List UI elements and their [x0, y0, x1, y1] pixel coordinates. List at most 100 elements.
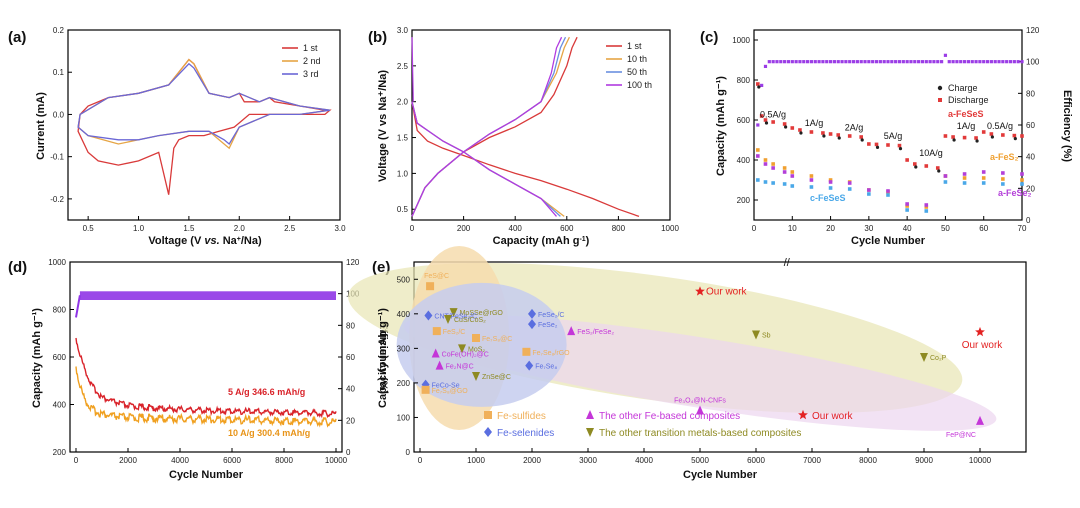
c-point-2 [771, 181, 775, 185]
c-series-label: c-FeSeS [810, 193, 846, 203]
panel-a-ylabel: Current (mA) [35, 92, 47, 160]
c-point-1 [828, 178, 833, 182]
d-ytick-label: 1000 [48, 258, 66, 267]
c-eff-point [871, 60, 875, 64]
a-series-1 [77, 58, 332, 195]
c-eff-point [940, 60, 944, 64]
c-eff-point [779, 60, 783, 64]
e-legend-marker [586, 410, 594, 419]
c-series-label: a-FeSe₂ [998, 188, 1032, 198]
c-eff-point [786, 60, 791, 64]
e-point [976, 415, 984, 425]
c-y2tick-label: 40 [1026, 153, 1035, 162]
e-point-label: Fe₇Se₈ [535, 364, 557, 371]
c-charge-point [799, 131, 803, 135]
d-xtick-label: 4000 [171, 456, 189, 465]
c-point-1 [905, 204, 909, 208]
c-eff-point [1020, 60, 1024, 64]
a-legend-label: 3 rd [303, 69, 319, 79]
d-y2tick-label: 20 [346, 416, 355, 425]
e-xtick-label: 5000 [691, 456, 709, 465]
c-point-0 [759, 114, 764, 118]
panel-a-label: (a) [8, 29, 26, 46]
e-point-label: FeSe₂/C [538, 312, 564, 319]
c-eff-point [859, 60, 863, 64]
panel-c-ylabel-left: Capacity (mAh g⁻¹) [715, 76, 727, 176]
c-eff-point [840, 60, 844, 64]
e-point-label: Fe₂N@C [446, 364, 474, 371]
d-eff-band [79, 291, 337, 300]
c-eff-point [809, 60, 814, 64]
c-point-0 [867, 142, 871, 146]
panel-e-xlabel: Cycle Number [683, 469, 758, 481]
c-point-0 [981, 130, 986, 134]
c-point-2 [847, 187, 852, 191]
c-eff-point [966, 60, 970, 64]
c-legend-discharge-marker [938, 98, 942, 102]
e-xtick-label: 7000 [803, 456, 821, 465]
c-legend-charge: Charge [948, 83, 978, 93]
c-point-3 [782, 170, 787, 174]
e-legend-label: Fe-sulfides [497, 411, 546, 422]
e-point [522, 347, 531, 356]
b-initial-tail [411, 37, 414, 102]
panel-d-ann-5ag: 5 A/g 346.6 mAh/g [228, 387, 305, 397]
a-ytick-label: 0.1 [53, 68, 65, 77]
c-y2tick-label: 0 [1026, 216, 1031, 225]
e-xtick-label: 4000 [635, 456, 653, 465]
e-point [426, 282, 435, 291]
e-legend-marker [484, 411, 492, 419]
b-legend-label: 100 th [627, 80, 652, 90]
c-charge-point [952, 138, 956, 142]
b-ytick-label: 2.0 [397, 98, 409, 107]
c-eff-point [920, 60, 925, 64]
c-eff-point [993, 60, 997, 64]
c-eff-point [947, 60, 951, 64]
e-point-label: CoFe(OH)₂@C [442, 352, 489, 359]
e-point-label: MoS₂ [468, 346, 485, 353]
c-xtick-label: 10 [788, 224, 797, 233]
e-point [472, 334, 480, 342]
e-point [424, 310, 433, 321]
c-eff-point [951, 60, 955, 64]
c-point-0 [756, 82, 760, 86]
e-point [752, 330, 760, 340]
b-ytick-label: 1.5 [397, 134, 409, 143]
c-eff-point [802, 60, 806, 64]
e-xtick-label: 0 [418, 456, 423, 465]
c-point-0 [974, 136, 978, 140]
c-point-2 [763, 180, 768, 184]
c-eff-point [832, 60, 836, 64]
e-point-label: FeCo-Se [432, 383, 460, 390]
e-xtick-label: 3000 [579, 456, 597, 465]
c-charge-point [764, 121, 769, 125]
a-ytick-label: -0.1 [50, 153, 64, 162]
e-point-label: MoSSe@rGO [460, 310, 504, 317]
c-eff-point [989, 60, 993, 64]
c-eff-point [897, 60, 902, 64]
c-eff-point [932, 60, 936, 64]
d-series-10ag [75, 366, 337, 428]
c-point-0 [763, 118, 768, 122]
a-xtick-label: 2.5 [284, 224, 296, 233]
e-xtick-label: 8000 [859, 456, 877, 465]
panel-d-xlabel: Cycle Number [169, 469, 244, 481]
c-eff-point [1016, 60, 1020, 64]
panel-d-ylabel-right: Efficiency (%) [377, 322, 389, 394]
b-charge-3 [411, 36, 563, 217]
d-xtick-label: 10000 [325, 456, 348, 465]
c-eff-point [760, 83, 764, 88]
c-ytick-label: 600 [737, 116, 751, 125]
b-discharge-2 [411, 101, 561, 217]
b-discharge-0 [411, 101, 640, 218]
e-point-label: CuS/CoS₂ [454, 317, 486, 324]
c-charge-point [990, 135, 994, 139]
c-point-3 [886, 189, 890, 193]
c-y2tick-label: 120 [1026, 26, 1040, 35]
c-point-1 [790, 170, 795, 174]
b-legend-label: 10 th [627, 54, 647, 64]
c-eff-point [1008, 60, 1013, 64]
c-eff-point [806, 60, 810, 64]
c-eff-point [813, 60, 817, 64]
panel-e: (e) 0 1000 2000 3000 4000 5000 6000 7000 8000 900… [348, 246, 1027, 481]
